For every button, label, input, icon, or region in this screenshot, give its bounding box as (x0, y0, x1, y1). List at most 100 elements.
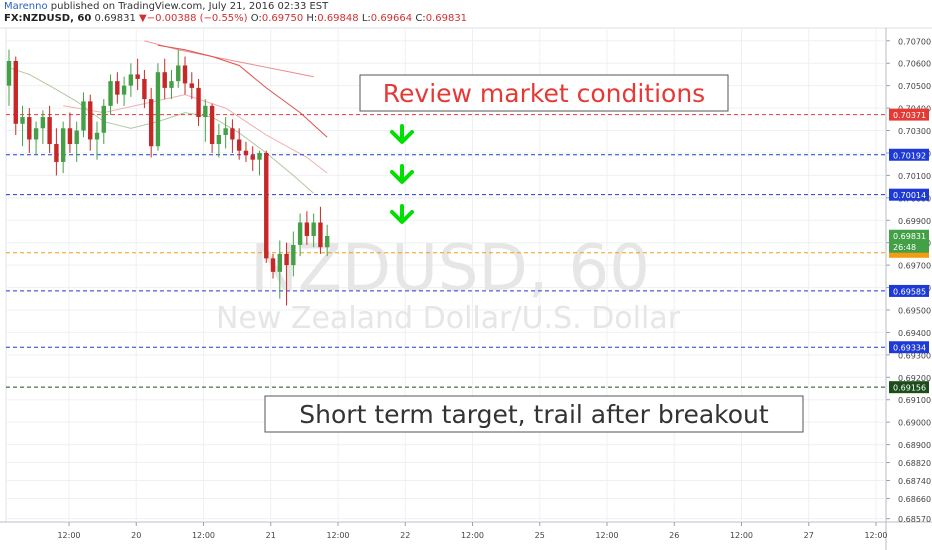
candle-body (243, 150, 249, 156)
last-price: 0.69831 (94, 13, 136, 24)
x-tick-label: 12:00 (192, 531, 215, 540)
x-tick-label: 12:00 (864, 531, 887, 540)
high-value: 0.69848 (317, 13, 359, 24)
candle-body (209, 105, 215, 144)
candle-body (297, 222, 303, 245)
x-tick-label: 22 (400, 531, 410, 540)
candle-body (318, 222, 323, 248)
current-price-label: 0.69831 (893, 232, 926, 241)
price-change: ▼−0.00388 (−0.55%) (139, 13, 248, 24)
watermark-subtitle: New Zealand Dollar/U.S. Dollar (216, 301, 681, 336)
open-label: O: (250, 13, 262, 24)
candle-body (155, 72, 161, 147)
candle-body (81, 101, 86, 131)
level-price-label-bg (889, 108, 929, 121)
close-value: 0.69831 (425, 13, 468, 24)
x-tick-label: 20 (131, 531, 141, 540)
down-arrows (390, 124, 414, 224)
author-name[interactable]: Marenno (4, 1, 48, 12)
candle-body (40, 117, 46, 129)
time-axis[interactable]: 12:00 20 12:00 21 12:00 22 12:00 25 12:00 26 12:00… (57, 522, 888, 540)
candle-body (74, 130, 79, 144)
chart-header: Marenno published on TradingView.com, Ju… (4, 1, 704, 25)
price-labels: 0.70371 0.70192 0.70014 0.69585 0.69334 0.691… (889, 108, 929, 394)
x-tick-label: 25 (535, 531, 545, 540)
x-tick-label: 21 (266, 531, 276, 540)
candle-body (236, 139, 242, 151)
x-tick-label: 12:00 (730, 531, 753, 540)
level-price-label: 0.70192 (893, 151, 926, 160)
y-tick-label: 0.70600 (898, 60, 931, 69)
level-price-label: 0.69334 (893, 344, 926, 353)
symbol-label: FX:NZDUSD, 60 (4, 13, 92, 24)
y-tick-label: 0.69100 (898, 396, 931, 405)
x-tick-label: 27 (804, 531, 814, 540)
candle-body (148, 99, 154, 147)
open-value: 0.69750 (261, 13, 304, 24)
y-tick-label: 0.68820 (898, 459, 931, 468)
candle-body (216, 135, 222, 144)
current-price-label-bg (889, 229, 929, 242)
candle-body (13, 60, 18, 124)
candle-body (142, 78, 147, 100)
annotation-box-target[interactable] (264, 395, 804, 433)
level-price-label: 0.69156 (893, 384, 926, 393)
y-tick-label: 0.69400 (898, 329, 931, 338)
level-price-label-bg (889, 188, 929, 201)
x-tick-label: 12:00 (461, 531, 484, 540)
y-tick-label: 0.69300 (898, 351, 931, 360)
candle-body (230, 128, 235, 140)
candle-body (115, 81, 120, 95)
current-price-label: 26:48 (893, 243, 916, 252)
low-label: L: (361, 13, 371, 24)
candle-body (182, 65, 188, 84)
y-tick-label: 0.69200 (898, 374, 931, 383)
level-price-label: 0.69585 (893, 287, 926, 296)
candle-body (176, 65, 181, 82)
x-tick-label: 12:00 (326, 531, 349, 540)
candle-body (189, 83, 194, 88)
level-price-label: 0.70014 (893, 191, 926, 200)
level-price-label: 0.70371 (893, 111, 926, 120)
y-tick-label: 0.68660 (898, 495, 931, 504)
candle-body (27, 117, 32, 140)
candle-body (121, 85, 127, 95)
candle-body (67, 128, 73, 144)
x-tick-label: 12:00 (595, 531, 618, 540)
low-value: 0.69664 (370, 13, 413, 24)
y-tick-label: 0.70100 (898, 172, 931, 181)
level-price-label-bg (889, 381, 929, 394)
x-tick-label: 12:00 (57, 531, 80, 540)
level-price-label-bg (889, 148, 929, 161)
publish-info: published on TradingView.com, July 21, 2… (47, 1, 329, 12)
y-tick-label: 0.69700 (898, 262, 931, 271)
candle-body (284, 253, 289, 266)
candle-body (162, 72, 167, 88)
candle-body (33, 128, 39, 140)
x-tick-label: 26 (669, 531, 679, 540)
y-tick-label: 0.68900 (898, 441, 931, 450)
candle-body (311, 222, 316, 236)
y-tick-label: 0.70300 (898, 127, 931, 136)
current-level-tag (889, 247, 929, 258)
candle-body (291, 244, 296, 266)
candle-body (108, 81, 113, 106)
candle-body (277, 253, 282, 272)
y-tick-label: 0.68740 (898, 477, 931, 486)
candle-body (250, 155, 255, 160)
close-label: C: (415, 13, 426, 24)
y-tick-label: 0.68570 (898, 515, 931, 524)
candles (6, 49, 330, 306)
moving-average-line (144, 40, 314, 78)
candle-body (54, 143, 59, 162)
candle-body (223, 128, 228, 136)
level-price-label-bg (889, 284, 929, 297)
candle-body (6, 60, 12, 86)
annotation-review: Review market conditions (383, 79, 705, 108)
grid-lines (6, 28, 886, 522)
candle-body (60, 128, 66, 162)
candle-body (264, 152, 269, 259)
annotation-box-review[interactable] (359, 74, 729, 112)
annotation-target: Short term target, trail after breakout (299, 400, 769, 429)
